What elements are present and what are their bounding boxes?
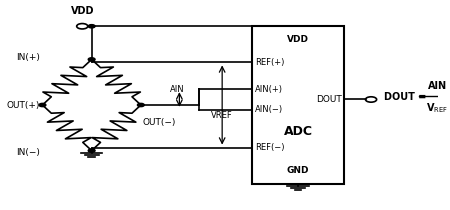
Text: AIN(+): AIN(+) [255,85,283,94]
Text: DOUT =: DOUT = [384,92,430,102]
Text: GND: GND [287,167,309,176]
Text: AIN(−): AIN(−) [255,105,283,114]
FancyBboxPatch shape [252,26,344,184]
Text: AIN: AIN [428,81,447,91]
Text: OUT(−): OUT(−) [143,118,176,127]
Text: REF(−): REF(−) [255,143,284,152]
Text: VDD: VDD [71,6,94,16]
Circle shape [137,103,144,107]
Text: VREF: VREF [212,111,233,120]
Circle shape [88,25,95,28]
Circle shape [88,58,95,61]
Text: AIN: AIN [170,85,184,94]
Text: REF(+): REF(+) [255,58,284,67]
Circle shape [39,103,46,107]
Text: IN(+): IN(+) [17,53,40,62]
Text: DOUT: DOUT [316,95,342,104]
Text: OUT(+): OUT(+) [7,101,40,109]
Text: VDD: VDD [287,34,309,43]
Circle shape [88,149,95,152]
Text: V$_{\rm REF}$: V$_{\rm REF}$ [426,101,449,115]
Text: ADC: ADC [284,125,313,138]
Text: IN(−): IN(−) [17,148,40,157]
